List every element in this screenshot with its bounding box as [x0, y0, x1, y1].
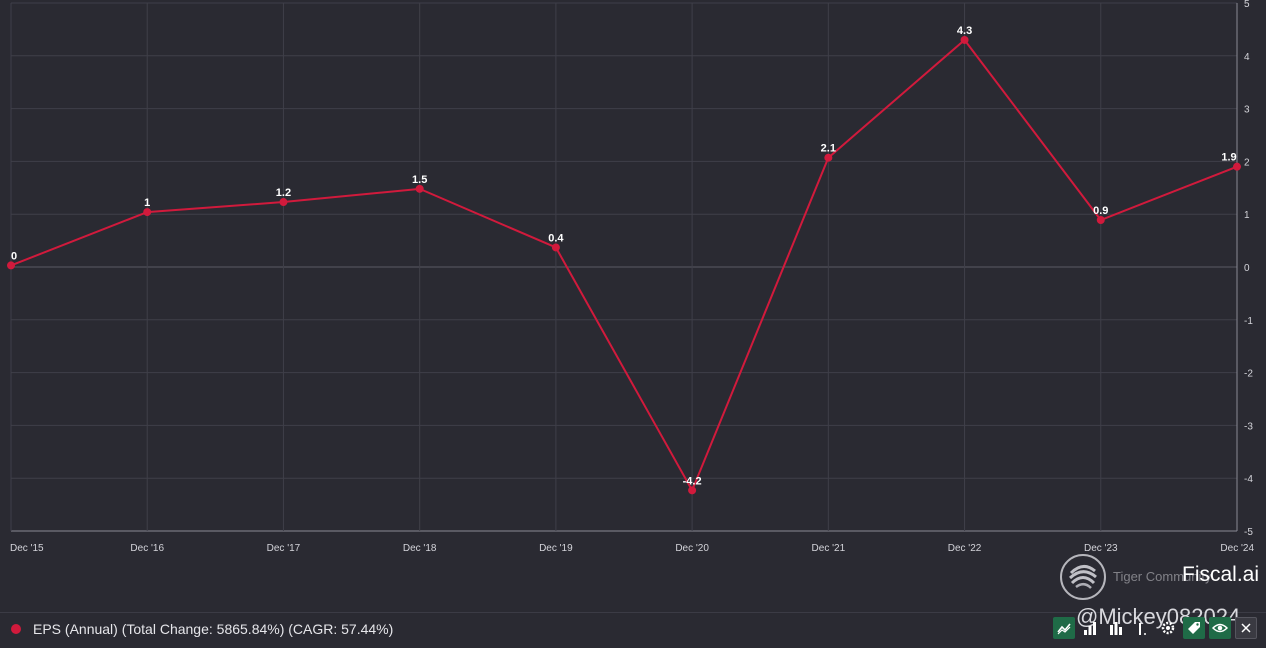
- data-label: 1.9: [1221, 152, 1236, 164]
- x-tick-label: Dec '17: [267, 543, 301, 554]
- data-points: [7, 35, 1241, 495]
- data-point[interactable]: [688, 486, 697, 495]
- axis-layer: 5 4 3 2 1 0 -1 -2 -3 -4 -5 Dec '15 Dec '16 Dec '17 Dec…: [10, 0, 1254, 554]
- data-point[interactable]: [960, 35, 969, 44]
- data-label: 0: [11, 250, 17, 262]
- data-label: 0.9: [1093, 205, 1108, 217]
- bar-chart-alt-icon[interactable]: [1105, 617, 1127, 639]
- bar-chart-icon[interactable]: [1079, 617, 1101, 639]
- series-line-eps: [10, 38, 1238, 493]
- legend-marker-eps[interactable]: [11, 624, 21, 634]
- data-label: 2.1: [821, 143, 836, 155]
- legend-label-eps[interactable]: EPS (Annual) (Total Change: 5865.84%) (C…: [33, 621, 394, 637]
- data-label: 4.3: [957, 25, 972, 37]
- data-point[interactable]: [1096, 216, 1105, 225]
- data-point[interactable]: [551, 243, 560, 252]
- x-tick-label: Dec '24: [1220, 543, 1254, 554]
- y-tick-label: -2: [1244, 369, 1253, 380]
- x-tick-label: Dec '19: [539, 543, 573, 554]
- data-point[interactable]: [415, 184, 424, 193]
- y-tick-label: -1: [1244, 316, 1253, 327]
- data-label: 1: [144, 197, 150, 209]
- close-icon[interactable]: [1235, 617, 1257, 639]
- eye-icon[interactable]: [1209, 617, 1231, 639]
- x-tick-label: Dec '23: [1084, 543, 1118, 554]
- line-chart-icon[interactable]: [1053, 617, 1075, 639]
- x-tick-label: Dec '22: [948, 543, 982, 554]
- more-icon[interactable]: [1131, 617, 1153, 639]
- x-tick-label: Dec '20: [675, 543, 709, 554]
- y-tick-label: 4: [1244, 52, 1250, 63]
- tag-icon[interactable]: [1183, 617, 1205, 639]
- data-point[interactable]: [143, 208, 152, 217]
- x-tick-label: Dec '16: [130, 543, 164, 554]
- data-point[interactable]: [279, 198, 288, 207]
- y-tick-label: -5: [1244, 527, 1253, 538]
- data-label: 0.4: [548, 232, 564, 244]
- x-tick-label: Dec '18: [403, 543, 437, 554]
- y-tick-label: 2: [1244, 157, 1250, 168]
- data-label: 1.5: [412, 174, 427, 186]
- y-tick-label: 0: [1244, 263, 1250, 274]
- data-labels: 0 1 1.2 1.5 0.4 -4.2 2.1 4.3 0.9 1.9: [11, 25, 1237, 487]
- gear-icon[interactable]: [1157, 617, 1179, 639]
- y-tick-label: 5: [1244, 0, 1250, 10]
- y-tick-label: -3: [1244, 421, 1253, 432]
- x-tick-label: Dec '15: [10, 543, 44, 554]
- grid-layer: [10, 2, 1238, 532]
- data-point[interactable]: [1233, 162, 1241, 171]
- data-label: 1.2: [276, 187, 291, 199]
- watermark-community: Tiger Community: [1113, 569, 1212, 584]
- tiger-logo-icon: [1060, 554, 1106, 600]
- data-label: -4.2: [683, 475, 702, 487]
- chart-legend: EPS (Annual) (Total Change: 5865.84%) (C…: [0, 612, 1266, 648]
- y-tick-label: -4: [1244, 474, 1253, 485]
- x-tick-label: Dec '21: [812, 543, 846, 554]
- eps-line-chart: 5 4 3 2 1 0 -1 -2 -3 -4 -5 Dec '15 Dec '16 Dec '17 Dec…: [7, 0, 1254, 554]
- brand-name: Fiscal.ai: [1182, 563, 1260, 586]
- data-point[interactable]: [824, 153, 833, 162]
- y-tick-label: 1: [1244, 210, 1250, 221]
- y-tick-label: 3: [1244, 105, 1250, 116]
- data-point[interactable]: [7, 261, 15, 270]
